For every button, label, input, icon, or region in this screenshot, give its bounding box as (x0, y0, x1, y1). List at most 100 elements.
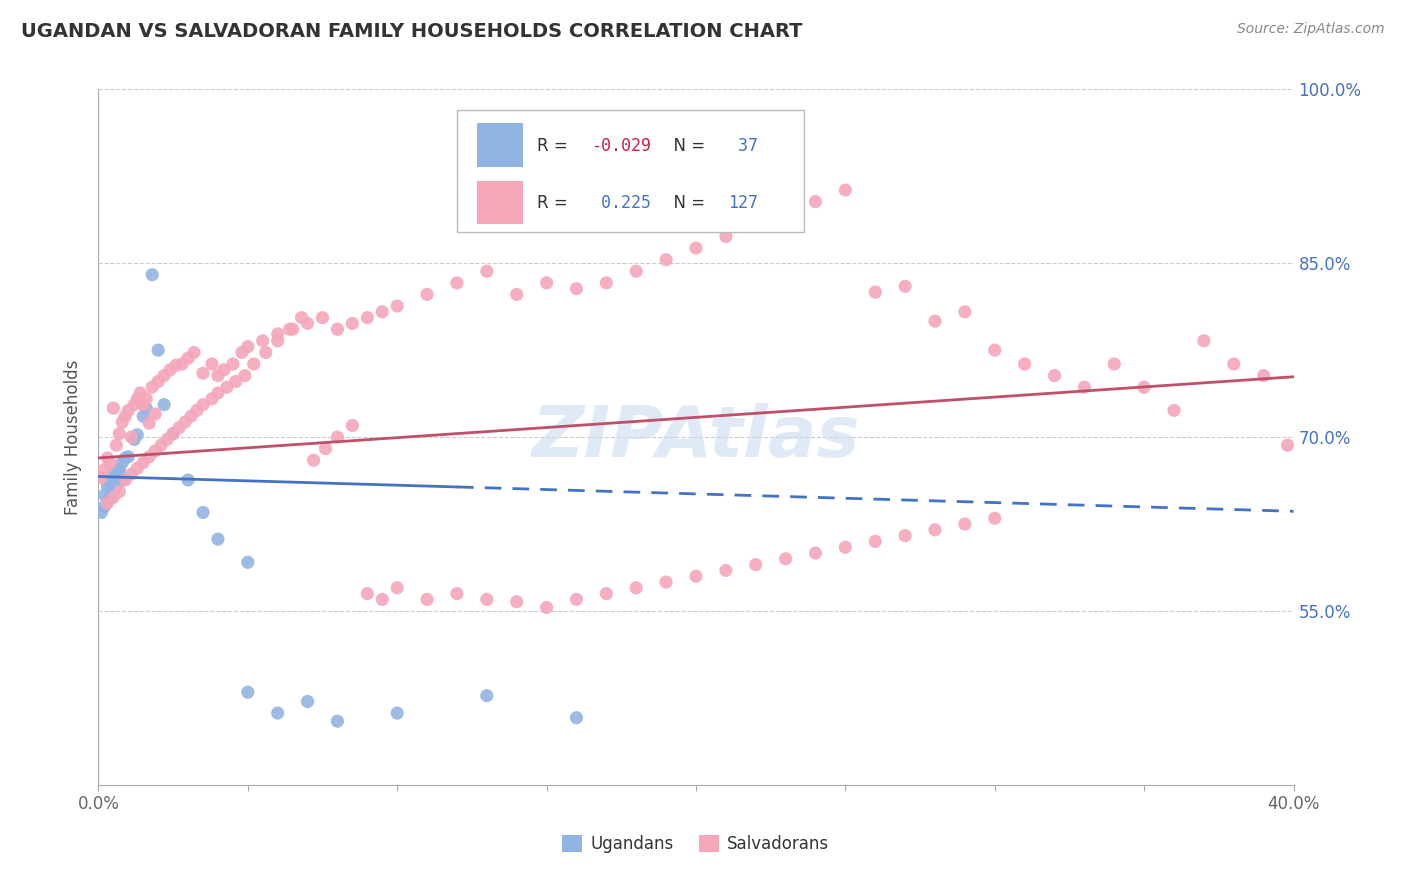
Point (114, 409, 136, 424)
Text: -0.029: -0.029 (591, 136, 651, 154)
Point (132, 456, 155, 470)
Point (124, 398, 146, 412)
Point (267, 326, 290, 341)
Point (207, 368, 229, 383)
Point (371, 592, 394, 607)
Point (1014, 357, 1036, 371)
Point (281, 322, 304, 336)
Point (96, 496, 118, 510)
Point (148, 375, 170, 389)
Point (124, 433, 146, 447)
Point (132, 409, 155, 424)
Point (120, 430, 142, 444)
Point (105, 438, 128, 452)
Point (924, 314, 946, 328)
Point (108, 426, 131, 441)
Text: 127: 127 (728, 194, 758, 212)
Point (475, 264, 498, 278)
Point (536, 276, 558, 290)
Point (506, 595, 529, 609)
Point (1043, 368, 1066, 383)
Point (162, 426, 184, 441)
Point (626, 581, 648, 595)
Point (120, 467, 142, 482)
Point (565, 282, 588, 296)
Point (1192, 334, 1215, 348)
Point (865, 285, 887, 300)
Point (98, 456, 122, 470)
Point (183, 345, 205, 359)
Point (105, 479, 128, 493)
Point (254, 345, 277, 359)
Point (385, 581, 409, 595)
Point (236, 685, 259, 699)
Point (117, 403, 139, 417)
Point (143, 407, 166, 421)
Point (297, 694, 319, 708)
Point (114, 473, 136, 487)
Point (1104, 357, 1126, 371)
Point (191, 505, 214, 519)
Point (222, 357, 245, 371)
Point (446, 276, 468, 290)
Point (103, 485, 125, 500)
Point (311, 310, 333, 325)
Text: N =: N = (662, 136, 704, 154)
Point (177, 473, 200, 487)
Point (141, 268, 163, 282)
Point (96, 479, 118, 493)
Point (90, 471, 112, 485)
Point (103, 401, 125, 416)
Point (685, 241, 707, 255)
Point (162, 426, 184, 441)
Point (475, 592, 498, 607)
Point (834, 541, 856, 555)
Point (201, 357, 224, 371)
Point (225, 375, 247, 389)
Point (96, 450, 118, 465)
Point (953, 305, 976, 319)
Bar (477, 123, 523, 167)
Point (96, 494, 118, 508)
Point (894, 528, 917, 542)
Point (186, 403, 208, 417)
Text: R =: R = (537, 194, 574, 212)
Point (714, 229, 737, 244)
Point (191, 366, 214, 380)
Point (127, 461, 149, 475)
Text: 0.225: 0.225 (591, 194, 651, 212)
Point (804, 546, 827, 560)
Point (167, 421, 190, 435)
Point (626, 264, 648, 278)
Point (129, 386, 152, 401)
Point (894, 279, 917, 293)
Point (565, 592, 588, 607)
Point (135, 392, 157, 406)
Point (745, 218, 768, 232)
Point (1277, 438, 1299, 452)
Point (267, 706, 290, 720)
Point (1163, 403, 1185, 417)
Point (127, 427, 149, 442)
Point (243, 357, 266, 371)
Point (138, 416, 160, 430)
Point (180, 409, 202, 424)
Point (111, 456, 134, 470)
Point (153, 398, 176, 412)
Point (231, 345, 253, 359)
Point (236, 555, 259, 569)
Point (326, 322, 349, 336)
Legend: Ugandans, Salvadorans: Ugandans, Salvadorans (555, 829, 837, 860)
Point (98, 491, 122, 505)
Point (135, 401, 157, 416)
Point (326, 430, 349, 444)
Point (356, 310, 378, 325)
Y-axis label: Family Households: Family Households (65, 359, 83, 515)
Point (150, 438, 173, 452)
Point (212, 363, 235, 377)
Point (267, 334, 290, 348)
Point (111, 473, 134, 487)
Point (714, 564, 737, 578)
Point (326, 714, 349, 729)
Point (565, 711, 588, 725)
